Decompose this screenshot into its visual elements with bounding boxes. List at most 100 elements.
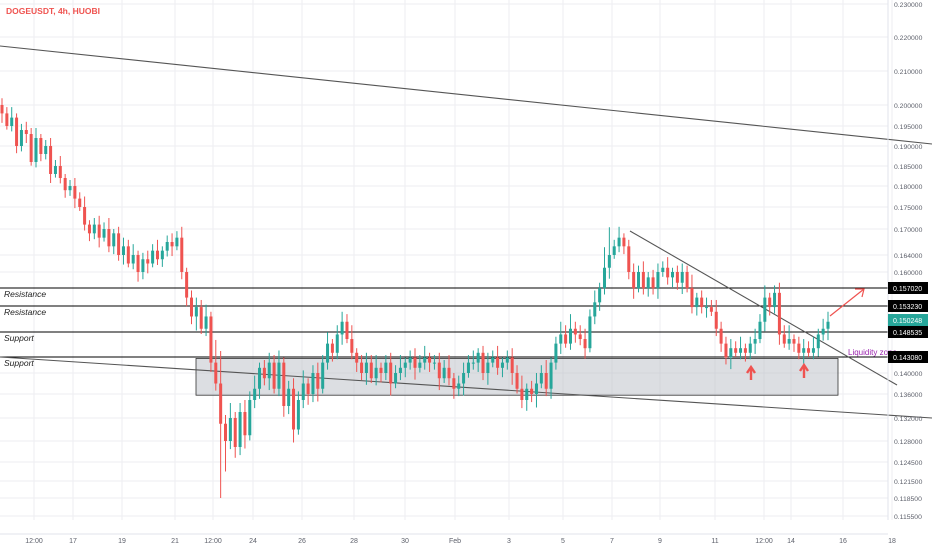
candle <box>525 383 529 411</box>
candle <box>287 380 291 415</box>
candle <box>423 345 427 370</box>
candle-body <box>753 339 757 344</box>
candle-body <box>534 383 538 394</box>
time-tick-label: 12:00 <box>755 538 773 545</box>
time-tick-label: 5 <box>561 538 565 545</box>
candle <box>573 321 577 343</box>
candle <box>583 328 587 359</box>
time-tick-label: 3 <box>507 538 511 545</box>
candle <box>758 314 762 344</box>
candle <box>466 355 470 378</box>
candle <box>709 299 713 316</box>
symbol-label: DOGEUSDT, 4h, HUOBI <box>6 6 100 16</box>
time-tick-label: 30 <box>401 538 409 545</box>
price-tick-label: 0.121500 <box>894 479 923 486</box>
candle-body <box>92 224 96 234</box>
price-tick-label: 0.164000 <box>894 253 923 260</box>
candle-body <box>39 138 43 154</box>
candle <box>457 375 461 397</box>
candle-body <box>418 362 422 368</box>
candle-body <box>636 272 641 289</box>
price-tick-label: 0.128000 <box>894 439 923 446</box>
candle <box>292 378 296 443</box>
price-axis[interactable]: 0.230000 0.220000 0.210000 0.200000 0.195000… <box>887 0 928 521</box>
candle-body <box>807 348 811 353</box>
candle-body <box>520 388 524 400</box>
candle <box>248 391 252 441</box>
candle-body <box>500 362 504 368</box>
candle <box>335 325 339 360</box>
candle-body <box>277 362 281 389</box>
candle-body <box>199 307 203 329</box>
candle <box>112 229 116 255</box>
candle-body <box>73 186 77 199</box>
candle <box>705 297 709 318</box>
candle-body <box>773 292 777 308</box>
candle <box>68 180 72 196</box>
price-tick-label: 0.180000 <box>894 184 923 191</box>
candle <box>223 415 228 472</box>
candle <box>568 314 572 350</box>
candle <box>413 348 417 380</box>
candle-body <box>612 246 616 255</box>
candle-body <box>258 367 262 389</box>
candle <box>121 237 125 265</box>
candle-body <box>311 373 315 394</box>
candle <box>267 352 271 391</box>
candle <box>238 403 242 456</box>
candle-body <box>539 373 543 384</box>
candle-body <box>165 242 169 251</box>
upper-trendline <box>0 45 932 145</box>
candle <box>394 365 398 389</box>
candle <box>695 292 699 316</box>
candle <box>661 261 665 277</box>
up-arrow-head <box>746 364 756 374</box>
candle <box>462 362 466 396</box>
candle-body <box>690 288 694 308</box>
candle-body <box>350 339 354 353</box>
lower-trendline <box>0 356 932 419</box>
candle-body <box>248 400 252 436</box>
candle <box>360 355 364 381</box>
candle <box>432 355 436 370</box>
candle-body <box>675 272 679 283</box>
price-tick-label: 0.200000 <box>894 103 923 110</box>
candle <box>107 218 111 253</box>
candle <box>78 192 82 211</box>
time-axis[interactable]: 12:00 17 19 21 12:00 24 26 28 30 Feb 3 5 7 9 11 12:00 14… <box>0 533 896 545</box>
candle <box>233 412 237 458</box>
time-tick-label: 21 <box>171 538 179 545</box>
candle-body <box>360 362 364 373</box>
candle-body <box>112 233 116 247</box>
projection-arrow-shaft <box>829 288 865 317</box>
candle <box>734 341 738 357</box>
candle-body <box>0 105 4 114</box>
candle <box>277 350 281 397</box>
candle <box>403 357 407 378</box>
candle-body <box>29 134 33 162</box>
candle-body <box>734 348 738 353</box>
candle <box>282 357 286 417</box>
candle <box>87 220 91 242</box>
time-tick-label: 9 <box>658 538 662 545</box>
candle-body <box>739 348 743 353</box>
candle-body <box>617 237 621 247</box>
level-price-label: 0.143080 <box>893 355 922 362</box>
candle <box>24 121 28 143</box>
candle <box>262 360 266 386</box>
candle-body <box>554 343 558 363</box>
candle-body <box>758 321 762 340</box>
candle <box>700 290 704 314</box>
candle-body <box>223 423 228 441</box>
candle <box>787 325 791 350</box>
price-tick-label: 0.160000 <box>894 270 923 277</box>
candle-body <box>238 412 242 447</box>
candle <box>602 247 607 295</box>
candle <box>471 350 475 370</box>
candle-body <box>326 343 330 363</box>
candle-body <box>651 277 655 289</box>
candle-body <box>146 259 150 264</box>
candle-body <box>5 113 9 126</box>
candle <box>617 226 621 253</box>
